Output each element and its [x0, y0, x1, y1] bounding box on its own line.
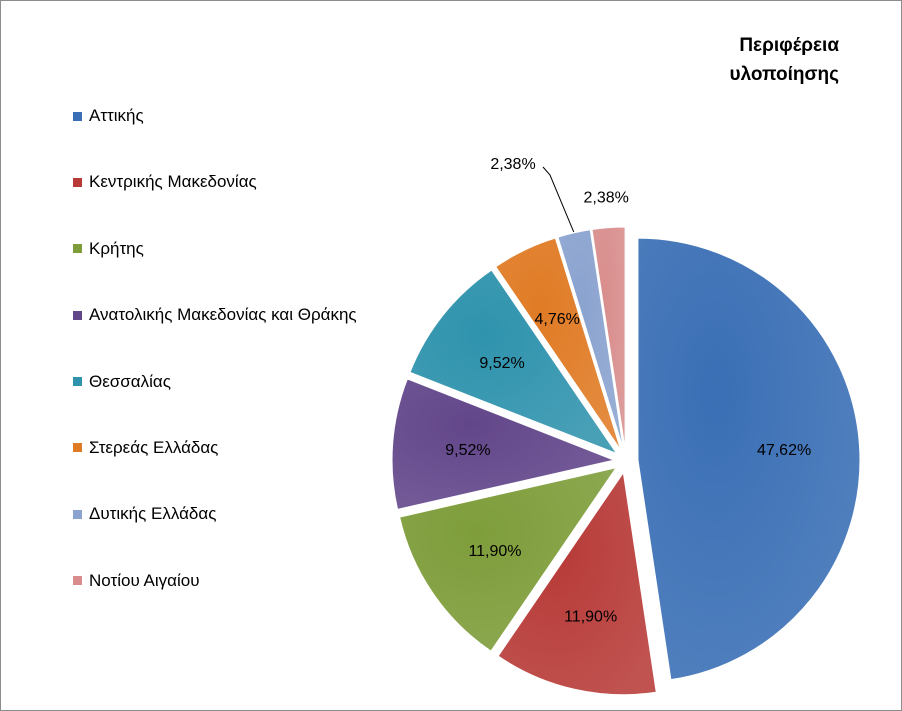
- legend-item-thessaly: Θεσσαλίας: [73, 371, 357, 393]
- data-label-thessaly: 9,52%: [479, 355, 524, 372]
- data-label-east-macedonia-thrace: 9,52%: [445, 442, 490, 459]
- data-label-central-greece: 4,76%: [535, 311, 580, 328]
- legend-swatch: [73, 111, 82, 121]
- legend-swatch: [73, 443, 82, 453]
- legend-label: Ανατολικής Μακεδονίας και Θράκης: [89, 305, 357, 325]
- legend: Αττικής Κεντρικής Μακεδονίας Κρήτης Ανατ…: [73, 105, 357, 636]
- pie-slice-western-greece: [557, 229, 624, 450]
- leader-line: [542, 166, 575, 233]
- data-label-south-aegean: 2,38%: [584, 190, 629, 207]
- chart-title-line-1: Περιφέρεια: [739, 35, 839, 56]
- legend-item-western-greece: Δυτικής Ελλάδας: [73, 503, 357, 525]
- legend-swatch: [73, 310, 82, 320]
- legend-item-central-macedonia: Κεντρικής Μακεδονίας: [73, 171, 357, 193]
- legend-swatch: [73, 377, 82, 387]
- pie-slice-central-greece: [495, 237, 622, 451]
- chart-title: Περιφέρεια υλοποίησης: [659, 31, 839, 89]
- data-label-central-macedonia: 11,90%: [564, 609, 617, 626]
- data-label-western-greece: 2,38%: [490, 156, 535, 173]
- legend-label: Θεσσαλίας: [89, 371, 171, 391]
- data-label-crete: 11,90%: [468, 543, 521, 560]
- pie-slice-east-macedonia-thrace: [391, 378, 616, 511]
- legend-swatch: [73, 244, 82, 254]
- legend-label: Αττικής: [89, 106, 144, 125]
- legend-item-east-macedonia-thrace: Ανατολικής Μακεδονίας και Θράκης: [73, 304, 357, 326]
- legend-label: Νοτίου Αιγαίου: [89, 570, 200, 590]
- legend-swatch: [73, 509, 82, 519]
- legend-item-central-greece: Στερεάς Ελλάδας: [73, 437, 357, 459]
- legend-label: Δυτικής Ελλάδας: [89, 504, 217, 524]
- data-label-attica: 47,62%: [757, 442, 811, 459]
- legend-item-attica: Αττικής: [73, 105, 357, 127]
- chart-title-line-2: υλοποίησης: [729, 64, 839, 85]
- pie-slice-central-macedonia: [497, 471, 657, 696]
- pie-slice-thessaly: [409, 269, 618, 455]
- legend-label: Στερεάς Ελλάδας: [89, 437, 219, 457]
- pie-slice-attica: [637, 237, 861, 681]
- legend-label: Κρήτης: [89, 238, 144, 258]
- pie-slice-crete: [399, 466, 618, 652]
- legend-label: Κεντρικής Μακεδονίας: [89, 172, 257, 192]
- legend-swatch: [73, 576, 82, 586]
- legend-item-crete: Κρήτης: [73, 238, 357, 260]
- legend-swatch: [73, 177, 82, 187]
- legend-item-south-aegean: Νοτίου Αιγαίου: [73, 570, 357, 592]
- pie-slice-south-aegean: [591, 226, 626, 450]
